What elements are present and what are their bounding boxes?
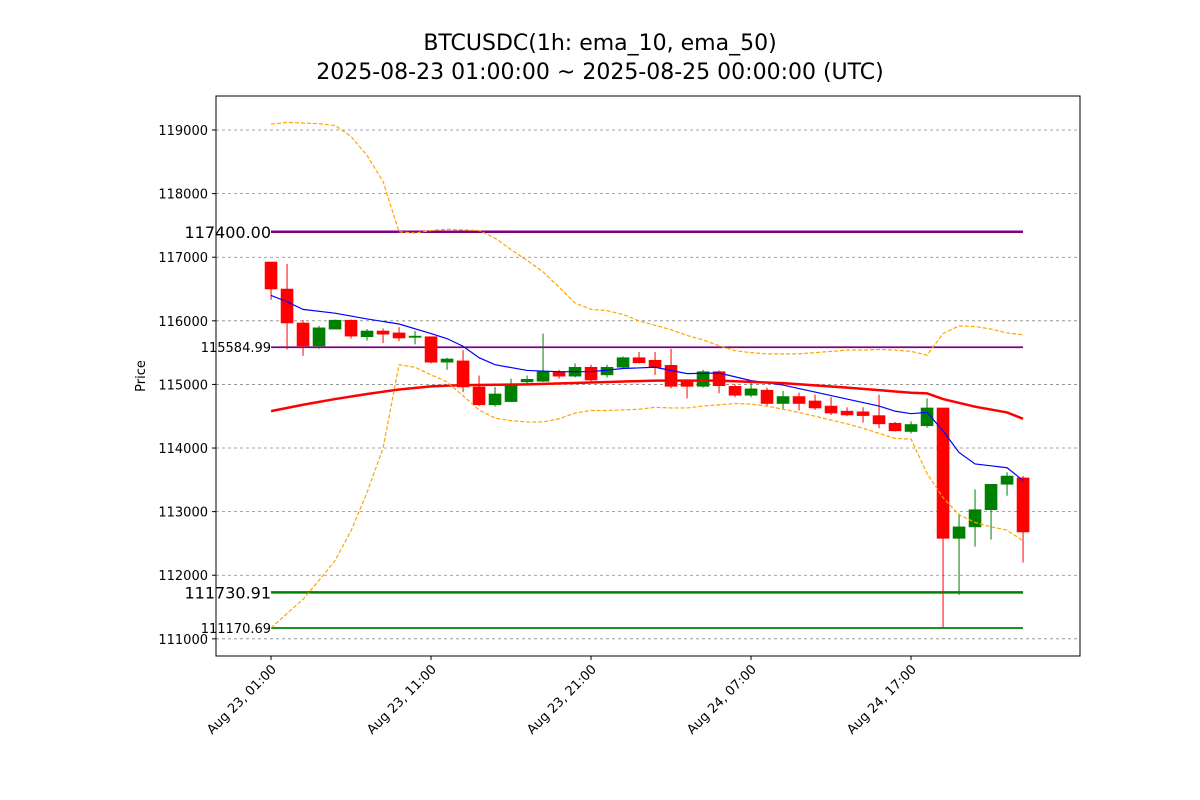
- x-tick-label: Aug 23, 21:00: [524, 662, 600, 738]
- chart-subtitle: 2025-08-23 01:00:00 ~ 2025-08-25 00:00:0…: [316, 60, 884, 85]
- candle-body: [824, 405, 838, 414]
- candle-body: [616, 357, 630, 368]
- series-line: [270, 364, 1024, 629]
- candle-body: [1000, 475, 1014, 485]
- candle-body: [328, 319, 342, 330]
- y-axis-label: Price: [134, 360, 149, 392]
- y-tick-label: 113000: [158, 506, 208, 521]
- candle-body: [856, 411, 870, 416]
- candle-body: [728, 386, 742, 396]
- x-tick-label: Aug 23, 11:00: [364, 662, 440, 738]
- candle-body: [744, 388, 758, 396]
- candle-body: [424, 336, 438, 363]
- candle-body: [472, 386, 486, 406]
- candle-body: [280, 288, 294, 324]
- candle-body: [344, 319, 358, 337]
- candle-body: [872, 415, 886, 425]
- candle-body: [984, 483, 998, 511]
- candle-body: [584, 366, 598, 381]
- candle-body: [968, 509, 982, 528]
- level-label: 115584.99: [201, 341, 271, 356]
- candle-body: [360, 330, 374, 338]
- plot-frame: [215, 95, 1081, 657]
- candle-body: [760, 389, 774, 404]
- candle-body: [680, 381, 694, 387]
- candle-body: [392, 332, 406, 339]
- candle-body: [648, 359, 662, 368]
- candle-body: [776, 396, 790, 404]
- candle-body: [536, 371, 550, 382]
- level-label: 111730.91: [185, 583, 272, 602]
- candle-body: [712, 371, 726, 386]
- candle-body: [936, 407, 950, 539]
- candle-body: [632, 357, 646, 364]
- level-label: 117400.00: [185, 223, 272, 242]
- y-tick-label: 117000: [158, 251, 208, 266]
- candle-body: [504, 383, 518, 402]
- y-tick-label: 116000: [158, 315, 208, 330]
- candle-body: [904, 424, 918, 432]
- y-tick-label: 115000: [158, 378, 208, 393]
- x-tick-label: Aug 24, 07:00: [684, 662, 760, 738]
- x-tick-label: Aug 23, 01:00: [204, 662, 280, 738]
- candle-body: [552, 371, 566, 377]
- candle-body: [888, 422, 902, 432]
- y-tick-label: 118000: [158, 188, 208, 203]
- candle-body: [840, 410, 854, 416]
- candle-body: [696, 371, 710, 387]
- candle-body: [296, 322, 310, 347]
- series-line: [270, 379, 1024, 420]
- level-label: 111170.69: [201, 622, 271, 637]
- candle-body: [376, 330, 390, 335]
- series-line: [270, 294, 1024, 481]
- y-tick-label: 114000: [158, 442, 208, 457]
- candle-body: [312, 327, 326, 347]
- candle-body: [808, 400, 822, 409]
- candle-body: [520, 379, 534, 383]
- y-tick-label: 112000: [158, 569, 208, 584]
- candle-body: [408, 335, 422, 338]
- candle-body: [1016, 477, 1030, 533]
- x-tick-label: Aug 24, 17:00: [844, 662, 920, 738]
- candle-body: [264, 261, 278, 290]
- candle-body: [440, 358, 454, 363]
- y-tick-label: 111000: [158, 633, 208, 648]
- candle-body: [792, 396, 806, 404]
- candle-body: [456, 360, 470, 388]
- series-line: [270, 121, 1024, 356]
- y-tick-label: 119000: [158, 124, 208, 139]
- candle-body: [952, 526, 966, 539]
- chart-title: BTCUSDC(1h: ema_10, ema_50): [423, 31, 776, 56]
- candle-body: [488, 393, 502, 406]
- candle-body: [664, 365, 678, 387]
